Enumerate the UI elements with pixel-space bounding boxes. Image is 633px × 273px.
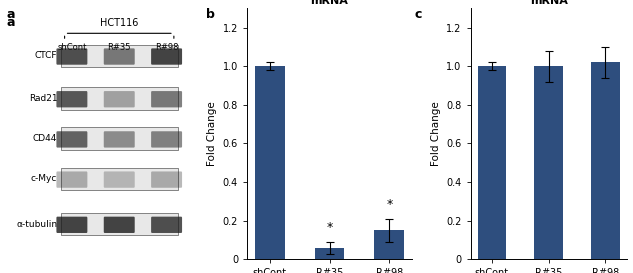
Bar xyxy=(534,66,563,259)
Text: HCT116: HCT116 xyxy=(100,18,139,28)
FancyBboxPatch shape xyxy=(56,131,87,148)
FancyBboxPatch shape xyxy=(104,48,135,65)
Text: R#98: R#98 xyxy=(155,43,179,52)
FancyBboxPatch shape xyxy=(104,171,135,188)
Text: b: b xyxy=(206,8,215,21)
FancyBboxPatch shape xyxy=(151,48,182,65)
Text: *: * xyxy=(386,198,392,211)
FancyBboxPatch shape xyxy=(61,87,177,110)
Text: c-Myc: c-Myc xyxy=(31,174,58,183)
FancyBboxPatch shape xyxy=(151,91,182,107)
Text: a: a xyxy=(6,16,15,29)
FancyBboxPatch shape xyxy=(61,127,177,150)
Title: Rad21
mRNA: Rad21 mRNA xyxy=(310,0,349,6)
FancyBboxPatch shape xyxy=(56,91,87,107)
FancyBboxPatch shape xyxy=(56,217,87,233)
FancyBboxPatch shape xyxy=(104,131,135,148)
Text: c: c xyxy=(415,8,422,21)
Text: CD44: CD44 xyxy=(33,134,58,143)
FancyBboxPatch shape xyxy=(151,171,182,188)
FancyBboxPatch shape xyxy=(104,91,135,107)
FancyBboxPatch shape xyxy=(56,48,87,65)
Bar xyxy=(478,66,506,259)
Title: CTCF
mRNA: CTCF mRNA xyxy=(530,0,568,6)
Text: shCont: shCont xyxy=(57,43,87,52)
Bar xyxy=(315,248,344,259)
FancyBboxPatch shape xyxy=(61,44,177,67)
Bar xyxy=(254,66,285,259)
FancyBboxPatch shape xyxy=(151,217,182,233)
Text: CTCF: CTCF xyxy=(35,51,58,60)
FancyBboxPatch shape xyxy=(61,168,177,190)
Y-axis label: Fold Change: Fold Change xyxy=(430,101,441,166)
FancyBboxPatch shape xyxy=(56,171,87,188)
Y-axis label: Fold Change: Fold Change xyxy=(207,101,217,166)
FancyBboxPatch shape xyxy=(61,213,177,236)
Bar xyxy=(375,230,404,259)
Text: a: a xyxy=(6,8,15,21)
FancyBboxPatch shape xyxy=(104,217,135,233)
Bar xyxy=(591,62,620,259)
Text: α-tubulin: α-tubulin xyxy=(16,220,58,229)
FancyBboxPatch shape xyxy=(151,131,182,148)
Text: Rad21: Rad21 xyxy=(28,94,58,103)
Text: *: * xyxy=(327,221,332,234)
Text: R#35: R#35 xyxy=(108,43,131,52)
